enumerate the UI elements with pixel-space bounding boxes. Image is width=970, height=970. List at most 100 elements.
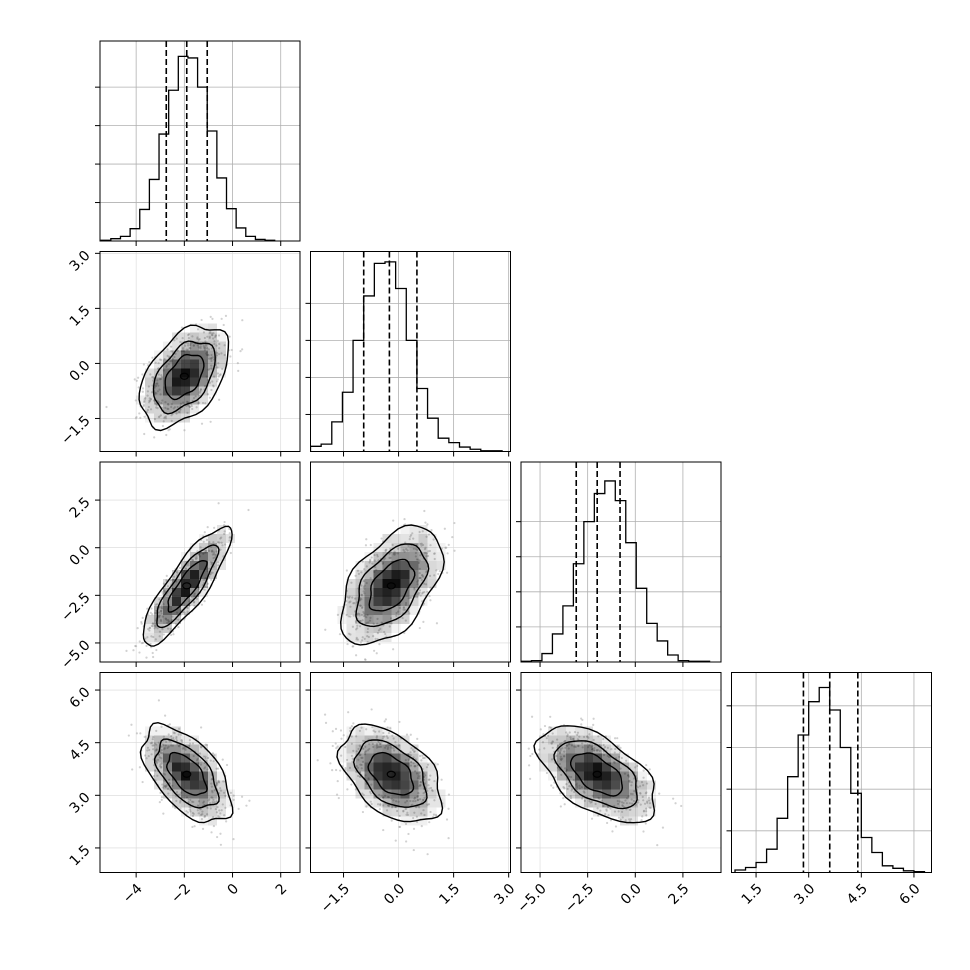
scatter-point — [364, 544, 368, 547]
scatter-point — [425, 555, 428, 558]
scatter-point — [618, 800, 621, 803]
scatter-point — [199, 546, 202, 549]
scatter-point — [619, 751, 622, 754]
scatter-point — [632, 799, 635, 803]
scatter-point — [190, 596, 193, 599]
scatter-point — [354, 597, 357, 600]
scatter-point — [558, 743, 562, 746]
contour-line — [154, 738, 220, 809]
density-cell — [154, 597, 163, 606]
scatter-point — [610, 747, 613, 751]
scatter-point — [382, 558, 386, 561]
scatter-point — [157, 753, 161, 756]
density-cell — [190, 323, 199, 333]
scatter-point — [170, 405, 173, 409]
scatter-point — [221, 544, 224, 547]
density-cell — [427, 807, 437, 817]
scatter-point — [423, 582, 426, 585]
scatter-point — [208, 541, 211, 544]
density-cell — [418, 534, 428, 543]
scatter-point — [335, 747, 338, 750]
scatter-point — [451, 536, 454, 539]
scatter-point — [363, 637, 366, 640]
scatter-point — [154, 385, 158, 388]
histogram-series — [734, 686, 926, 873]
scatter-point — [423, 548, 427, 551]
scatter-point — [578, 787, 581, 790]
scatter-point — [361, 560, 364, 563]
scatter-point — [202, 800, 206, 803]
density-cell — [355, 726, 365, 736]
scatter-point — [229, 355, 232, 358]
scatter-point — [433, 552, 436, 555]
scatter-point — [387, 746, 390, 749]
scatter-point — [158, 598, 161, 601]
scatter-point — [160, 606, 163, 610]
scatter-point — [152, 774, 155, 778]
scatter-point — [628, 808, 631, 812]
scatter-point — [393, 553, 396, 556]
scatter-point — [433, 552, 436, 555]
scatter-point — [413, 588, 416, 591]
scatter-point — [344, 745, 347, 749]
density-cell — [364, 570, 374, 579]
density-cell — [364, 744, 374, 754]
scatter-point — [174, 806, 177, 810]
scatter-point — [173, 456, 175, 458]
density-cell — [217, 359, 226, 369]
scatter-point — [196, 344, 199, 347]
scatter-point — [425, 570, 428, 573]
scatter-point — [409, 764, 413, 767]
scatter-point — [171, 357, 174, 361]
scatter-point — [376, 803, 380, 806]
scatter-point — [189, 347, 192, 350]
scatter-point — [628, 779, 631, 782]
scatter-point — [568, 742, 571, 746]
scatter-point — [213, 526, 216, 529]
scatter-point — [148, 399, 152, 403]
scatter-point — [203, 531, 206, 534]
scatter-point — [187, 333, 190, 337]
density-cell — [593, 744, 602, 754]
scatter-point — [636, 786, 639, 789]
scatter-point — [174, 622, 178, 626]
scatter-point — [147, 405, 150, 409]
density-cell — [190, 762, 199, 772]
scatter-point — [411, 748, 415, 751]
scatter-point — [207, 549, 211, 552]
scatter-point — [198, 391, 201, 394]
density-cell — [181, 744, 190, 754]
density-cell — [400, 579, 410, 588]
scatter-point — [397, 800, 400, 803]
scatter-point — [212, 541, 215, 544]
scatter-point — [160, 605, 163, 608]
scatter-point — [355, 654, 358, 657]
scatter-point — [369, 577, 372, 580]
scatter-point — [627, 774, 630, 777]
scatter-point — [170, 345, 173, 348]
scatter-point — [642, 769, 645, 772]
y-tick-label: 4.5 — [67, 737, 94, 764]
scatter-point — [425, 535, 428, 538]
scatter-point — [390, 622, 393, 625]
scatter-point — [216, 378, 219, 381]
scatter-point — [211, 791, 214, 794]
scatter-point — [397, 547, 400, 550]
scatter-point — [155, 748, 158, 751]
scatter-point — [212, 385, 215, 388]
scatter-point — [197, 402, 200, 405]
scatter-point — [356, 766, 360, 769]
scatter-point — [641, 795, 644, 798]
scatter-point — [351, 625, 355, 628]
scatter-point — [559, 792, 562, 795]
scatter-point — [559, 742, 562, 745]
scatter-point — [604, 812, 607, 816]
scatter-point — [605, 809, 608, 812]
density-cell — [391, 552, 401, 561]
scatter-point — [355, 735, 358, 738]
density-cell — [154, 359, 163, 369]
density-cell — [418, 807, 428, 817]
scatter-point — [166, 787, 170, 791]
density-cell — [647, 798, 656, 808]
scatter-point — [392, 799, 395, 802]
